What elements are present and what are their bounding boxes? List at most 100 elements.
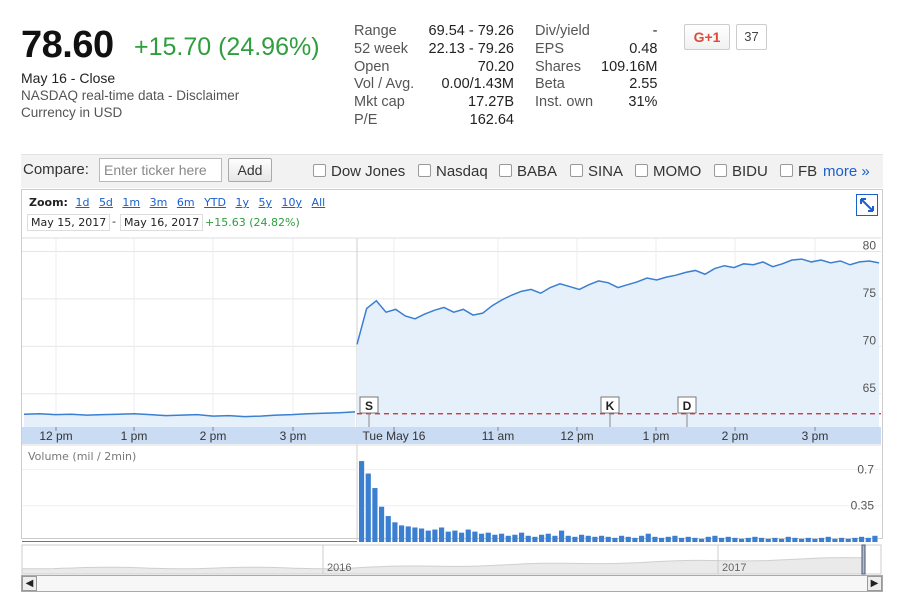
volume-bar bbox=[679, 537, 685, 542]
x-tick-label: 1 pm bbox=[643, 429, 670, 443]
volume-tick-label: 0.7 bbox=[857, 462, 874, 476]
zoom-5y[interactable]: 5y bbox=[258, 196, 273, 209]
volume-bar bbox=[539, 534, 545, 542]
volume-bar bbox=[672, 535, 678, 542]
event-marker-label: K bbox=[606, 399, 615, 413]
x-tick-label: 11 am bbox=[482, 429, 514, 443]
x-tick-label: 12 pm bbox=[560, 429, 593, 443]
volume-bar bbox=[799, 538, 805, 542]
checkbox-label: BIDU bbox=[732, 163, 768, 180]
checkbox-box[interactable] bbox=[313, 164, 326, 177]
volume-bar bbox=[385, 516, 391, 542]
navigator-year-label: 2016 bbox=[327, 562, 351, 574]
stat-key: Mkt cap bbox=[354, 94, 405, 111]
volume-bar bbox=[745, 537, 751, 542]
stat-key: Open bbox=[354, 58, 390, 75]
zoom-10y[interactable]: 10y bbox=[281, 196, 303, 209]
zoom-1d[interactable]: 1d bbox=[75, 196, 90, 209]
volume-bar bbox=[545, 533, 551, 542]
volume-bar bbox=[719, 537, 725, 542]
compare-checkbox-bidu[interactable]: BIDU bbox=[714, 163, 768, 180]
stat-value: 22.13 - 79.26 bbox=[428, 40, 514, 57]
navigator-scrollbar[interactable] bbox=[21, 575, 883, 592]
volume-bar bbox=[479, 533, 485, 542]
scroll-left-button[interactable]: ◀ bbox=[22, 576, 37, 591]
volume-bar bbox=[792, 537, 798, 542]
data-source-disclaimer[interactable]: NASDAQ real-time data - Disclaimer bbox=[21, 88, 240, 103]
stat-value: 162.64 bbox=[469, 111, 514, 128]
volume-bar bbox=[825, 536, 831, 542]
volume-bar bbox=[699, 538, 705, 542]
compare-label: Compare: bbox=[23, 161, 89, 178]
x-tick-label: 12 pm bbox=[39, 429, 72, 443]
compare-checkbox-sina[interactable]: SINA bbox=[570, 163, 623, 180]
volume-bar bbox=[412, 527, 418, 542]
compare-ticker-input[interactable] bbox=[99, 158, 222, 182]
gplus-button[interactable]: G+1 bbox=[684, 24, 730, 50]
currency-note: Currency in USD bbox=[21, 105, 123, 120]
volume-bar bbox=[592, 536, 598, 542]
volume-bar bbox=[739, 538, 745, 542]
volume-bar bbox=[525, 535, 531, 542]
add-ticker-button[interactable]: Add bbox=[228, 158, 272, 182]
compare-checkbox-nasdaq[interactable]: Nasdaq bbox=[418, 163, 488, 180]
navigator-year-label: 2017 bbox=[722, 562, 746, 574]
zoom-5d[interactable]: 5d bbox=[98, 196, 113, 209]
event-marker-label: D bbox=[683, 399, 692, 413]
stat-key: 52 week bbox=[354, 40, 409, 57]
expand-chart-button[interactable] bbox=[856, 194, 878, 216]
checkbox-box[interactable] bbox=[780, 164, 793, 177]
checkbox-box[interactable] bbox=[418, 164, 431, 177]
volume-bar bbox=[619, 535, 625, 542]
checkbox-label: BABA bbox=[517, 163, 558, 180]
stat-value: 0.48 bbox=[629, 40, 658, 57]
zoom-1m[interactable]: 1m bbox=[122, 196, 141, 209]
volume-bar bbox=[839, 537, 845, 542]
volume-bar bbox=[372, 488, 378, 542]
quote-session: May 16 - Close bbox=[21, 70, 116, 86]
volume-bar bbox=[572, 536, 578, 542]
volume-bar bbox=[705, 536, 711, 542]
navigator-handle bbox=[861, 544, 866, 575]
volume-bar bbox=[612, 537, 618, 542]
compare-checkbox-baba[interactable]: BABA bbox=[499, 163, 557, 180]
zoom-1y[interactable]: 1y bbox=[235, 196, 250, 209]
volume-bar bbox=[785, 536, 791, 542]
scroll-right-button[interactable]: ▶ bbox=[867, 576, 882, 591]
volume-bar bbox=[445, 531, 451, 542]
volume-bar bbox=[559, 530, 565, 542]
stat-value: 70.20 bbox=[477, 58, 514, 75]
volume-bar bbox=[639, 535, 645, 542]
volume-bar bbox=[725, 536, 731, 542]
checkbox-box[interactable] bbox=[635, 164, 648, 177]
zoom-3m[interactable]: 3m bbox=[149, 196, 168, 209]
y-tick-label: 80 bbox=[863, 238, 877, 252]
checkbox-label: SINA bbox=[588, 163, 624, 180]
compare-checkbox-momo[interactable]: MOMO bbox=[635, 163, 701, 180]
checkbox-box[interactable] bbox=[499, 164, 512, 177]
zoom-ytd[interactable]: YTD bbox=[204, 196, 226, 209]
y-tick-label: 65 bbox=[863, 381, 877, 395]
compare-checkbox-dow-jones[interactable]: Dow Jones bbox=[313, 163, 405, 180]
stat-row: Range 69.54 - 79.26 bbox=[354, 23, 514, 41]
checkbox-label: FB bbox=[798, 163, 818, 180]
range-start-date[interactable]: May 15, 2017 bbox=[27, 214, 111, 231]
volume-bar bbox=[665, 536, 671, 542]
compare-checkbox-fb[interactable]: FB bbox=[780, 163, 817, 180]
volume-bar bbox=[805, 537, 811, 542]
volume-bar bbox=[659, 537, 665, 542]
volume-bar bbox=[585, 535, 591, 542]
price-line-day2 bbox=[356, 258, 880, 345]
more-tickers-link[interactable]: more » bbox=[823, 163, 870, 180]
quote-price: 78.60 bbox=[21, 24, 114, 66]
volume-bar bbox=[419, 528, 425, 542]
zoom-all[interactable]: All bbox=[311, 196, 326, 209]
checkbox-box[interactable] bbox=[570, 164, 583, 177]
checkbox-box[interactable] bbox=[714, 164, 727, 177]
stat-key: Vol / Avg. bbox=[354, 76, 415, 93]
range-end-date[interactable]: May 16, 2017 bbox=[120, 214, 204, 231]
zoom-6m[interactable]: 6m bbox=[176, 196, 195, 209]
stat-key: Range bbox=[354, 23, 397, 39]
